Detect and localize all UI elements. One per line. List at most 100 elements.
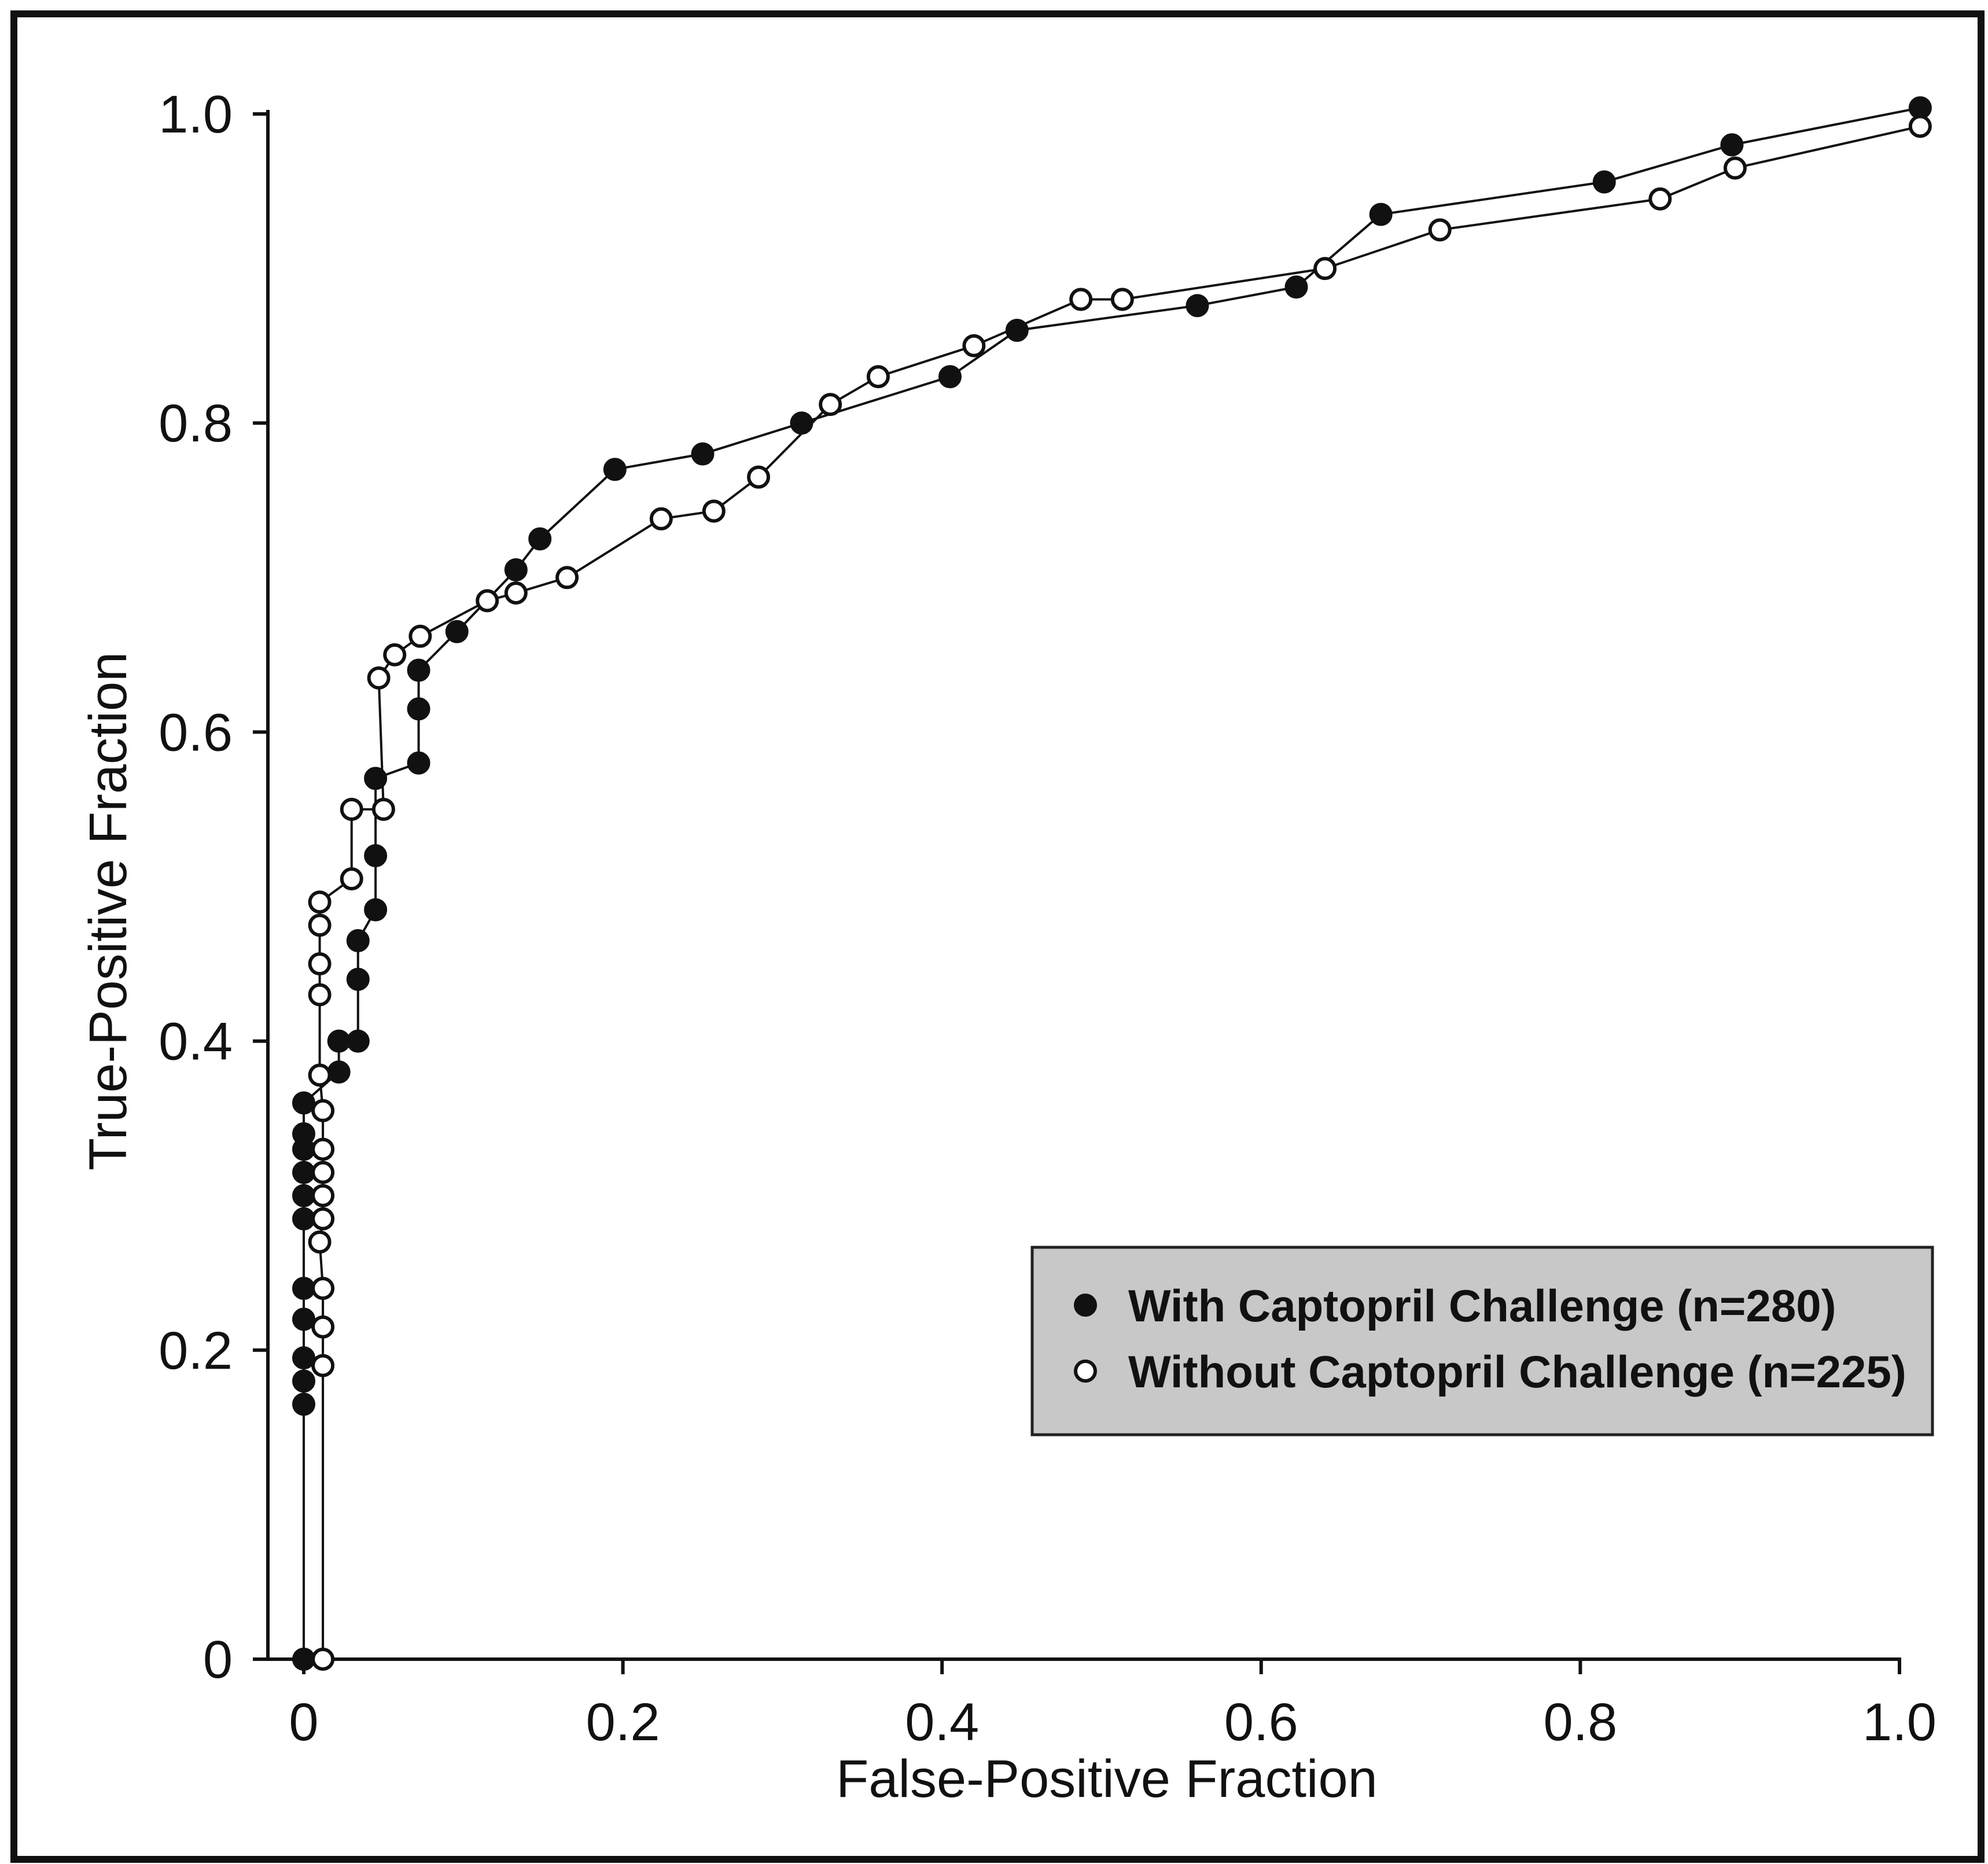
- data-point-filled: [364, 898, 388, 922]
- data-point-filled: [292, 1648, 315, 1671]
- data-point-filled: [603, 458, 627, 481]
- data-point-filled: [1908, 96, 1932, 120]
- data-point-open: [311, 1207, 335, 1231]
- x-tick-label: 0: [289, 1693, 318, 1752]
- data-point-filled: [292, 1307, 315, 1331]
- data-point-open: [308, 952, 332, 976]
- data-point-open: [311, 1184, 335, 1207]
- x-tick-label: 0.4: [905, 1693, 979, 1752]
- legend-box: [1030, 1246, 1934, 1436]
- data-point-open: [311, 1161, 335, 1184]
- data-point-open: [308, 913, 332, 937]
- chart-frame: [10, 10, 1985, 1863]
- legend-open-marker: [1074, 1360, 1097, 1383]
- data-point-open: [962, 334, 986, 358]
- data-point-open: [504, 581, 528, 605]
- data-point-open: [383, 643, 407, 666]
- data-point-open: [311, 1276, 335, 1300]
- data-point-open: [866, 365, 890, 389]
- y-tick-label: 0.6: [159, 703, 233, 762]
- data-point-open: [702, 499, 726, 523]
- x-axis-title: False-Positive Fraction: [836, 1749, 1378, 1808]
- data-point-open: [1648, 187, 1672, 211]
- data-point-open: [340, 797, 363, 821]
- data-point-filled: [691, 442, 715, 466]
- data-point-open: [311, 1648, 335, 1671]
- data-point-filled: [407, 751, 430, 775]
- y-axis-title: True-Positive Fraction: [79, 652, 138, 1170]
- data-point-open: [1110, 288, 1134, 311]
- data-point-open: [1908, 115, 1932, 138]
- data-point-filled: [346, 929, 370, 952]
- data-point-filled: [1592, 170, 1616, 194]
- data-point-filled: [292, 1393, 315, 1416]
- data-point-open: [308, 1063, 332, 1087]
- data-point-filled: [292, 1184, 315, 1207]
- data-point-filled: [292, 1091, 315, 1115]
- data-point-filled: [364, 767, 388, 790]
- data-point-filled: [1720, 133, 1744, 157]
- data-point-open: [1723, 156, 1747, 180]
- data-point-open: [308, 983, 332, 1007]
- y-tick-label: 0.8: [159, 394, 233, 453]
- data-point-filled: [504, 558, 528, 581]
- data-point-filled: [528, 527, 552, 551]
- data-point-open: [555, 566, 579, 590]
- legend-label-without-captopril: Without Captopril Challenge (n=225): [1128, 1346, 1906, 1397]
- x-tick-label: 0.8: [1543, 1693, 1617, 1752]
- data-point-filled: [292, 1122, 315, 1145]
- data-point-filled: [790, 411, 813, 435]
- data-point-open: [311, 1354, 335, 1377]
- legend-label-with-captopril: With Captopril Challenge (n=280): [1128, 1280, 1836, 1331]
- data-point-filled: [346, 1029, 370, 1053]
- data-point-open: [311, 1099, 335, 1122]
- data-point-open: [1069, 288, 1093, 311]
- data-point-open: [747, 465, 771, 489]
- data-point-filled: [1284, 275, 1308, 299]
- data-point-filled: [292, 1161, 315, 1184]
- data-point-filled: [1186, 294, 1209, 318]
- data-point-open: [311, 1137, 335, 1161]
- data-point-filled: [327, 1060, 351, 1084]
- data-point-filled: [292, 1207, 315, 1231]
- data-point-open: [819, 393, 842, 417]
- legend: With Captopril Challenge (n=280) Without…: [1030, 1246, 1934, 1436]
- data-point-filled: [364, 844, 388, 868]
- axes: [253, 110, 1901, 1674]
- data-point-open: [311, 1315, 335, 1339]
- data-point-filled: [1369, 202, 1393, 226]
- data-point-open: [649, 507, 673, 531]
- x-tick-label: 1.0: [1862, 1693, 1937, 1752]
- series-without-captopril: [308, 115, 1932, 1671]
- y-tick-label: 1.0: [159, 85, 233, 144]
- data-point-open: [340, 867, 363, 891]
- y-tick-label: 0: [203, 1630, 233, 1689]
- series-plot-area: [292, 96, 1932, 1671]
- y-tick-label: 0.4: [159, 1012, 233, 1071]
- data-point-filled: [407, 697, 430, 721]
- data-point-filled: [445, 620, 469, 643]
- data-point-open: [1428, 218, 1452, 242]
- data-point-filled: [327, 1029, 351, 1053]
- data-point-filled: [346, 967, 370, 991]
- data-point-open: [308, 890, 332, 914]
- x-axis-ticks: 0 0.2 0.4 0.6 0.8 1.0: [289, 1693, 1937, 1752]
- x-tick-label: 0.6: [1224, 1693, 1298, 1752]
- y-tick-label: 0.2: [159, 1321, 233, 1380]
- data-point-open: [367, 666, 391, 690]
- x-tick-label: 0.2: [586, 1693, 660, 1752]
- data-point-open: [408, 624, 432, 648]
- legend-filled-marker: [1074, 1294, 1097, 1317]
- data-point-open: [308, 1230, 332, 1254]
- data-point-filled: [938, 365, 962, 389]
- data-point-filled: [292, 1369, 315, 1393]
- data-point-open: [1313, 257, 1337, 281]
- data-point-filled: [407, 658, 430, 682]
- data-point-filled: [292, 1276, 315, 1300]
- data-point-filled: [292, 1346, 315, 1370]
- data-point-open: [476, 589, 499, 613]
- data-point-open: [371, 797, 395, 821]
- y-axis-ticks: 0 0.2 0.4 0.6 0.8 1.0: [159, 85, 233, 1689]
